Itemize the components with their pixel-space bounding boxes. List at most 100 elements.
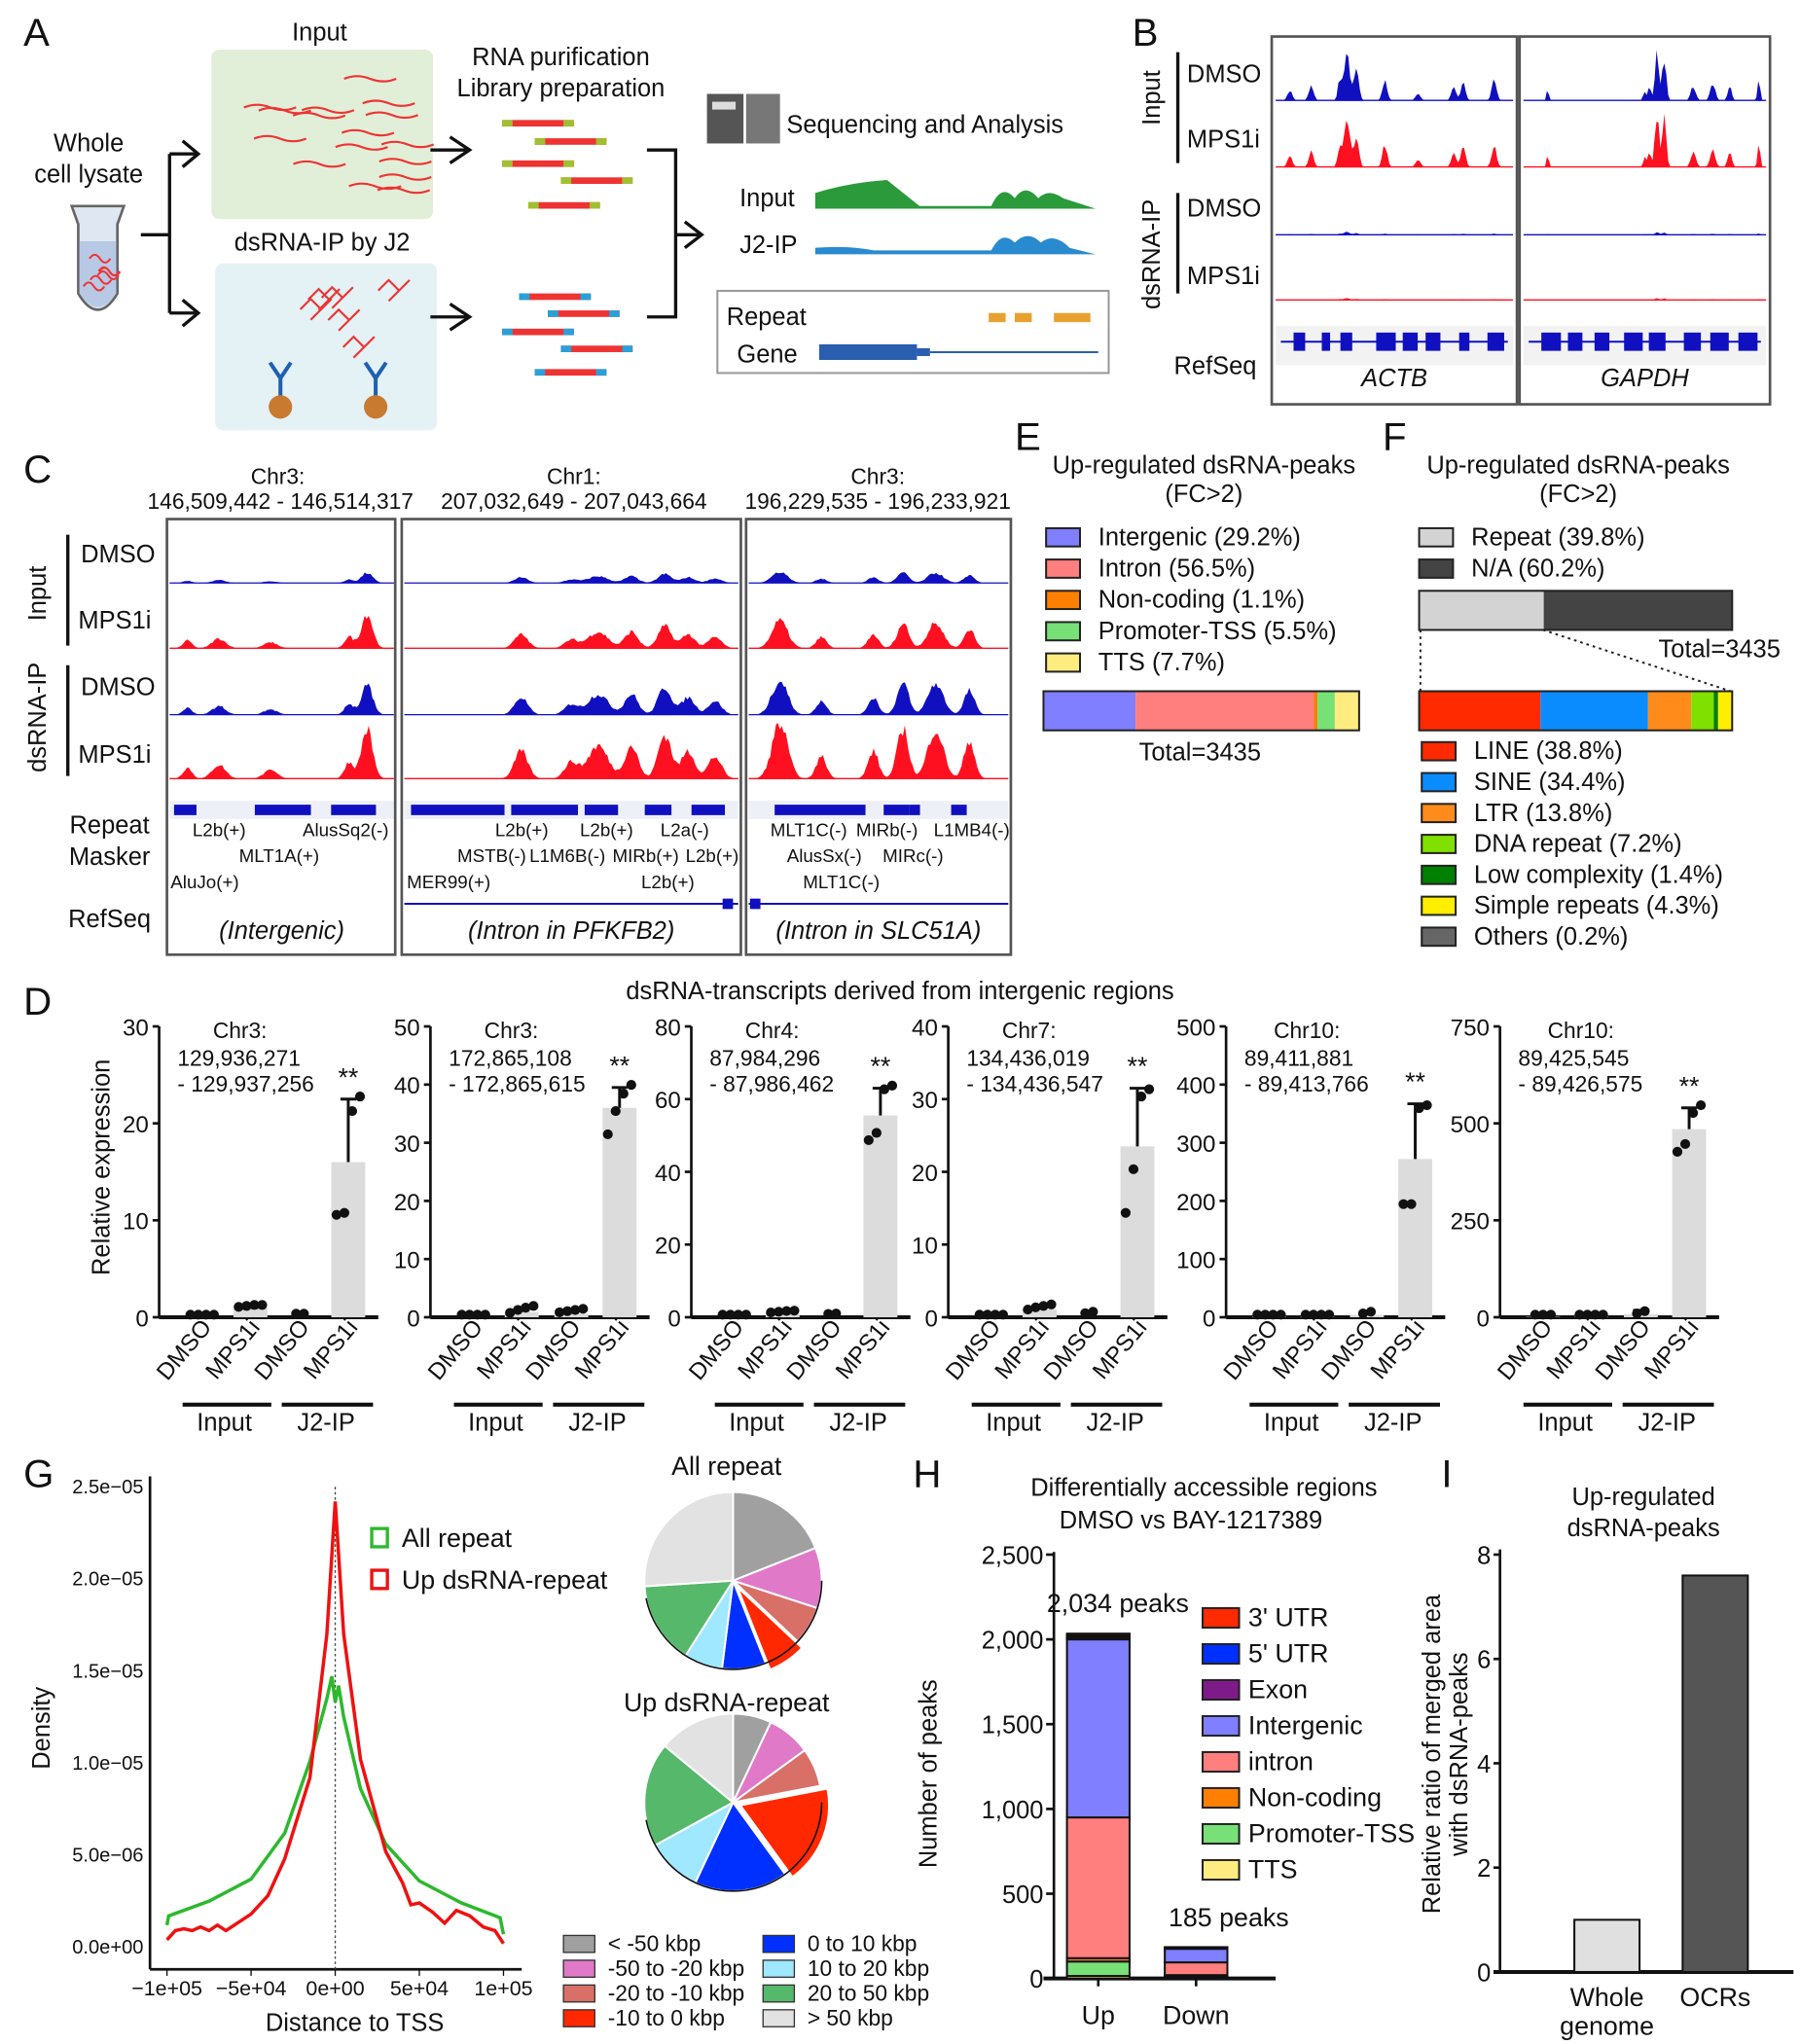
d-x-tick-label: DMSO [781,1314,846,1385]
input-label: Input [292,19,347,47]
c-track-input-dmso [748,572,1008,583]
d-y-tick-label: 80 [655,1015,681,1041]
g-y-tick-label: 2.5e−05 [72,1477,143,1498]
pie-legend-swatch [763,2010,794,2026]
panel-label-i: I [1441,1452,1452,1495]
h-legend-swatch [1203,1788,1240,1808]
legend-label: LINE (38.8%) [1474,737,1623,765]
d-data-point [1696,1100,1706,1110]
d-y-tick-label: 40 [394,1073,420,1099]
library-fragment [560,177,632,184]
f-total: Total=3435 [1659,636,1781,663]
f-repeat-bar-segment [1691,692,1713,731]
library-fragment [502,120,574,126]
h-legend-swatch [1203,1644,1240,1664]
pie-legend-swatch [563,1960,594,1977]
gene-exon [1322,333,1331,351]
adapter [590,202,600,209]
d-region-start: 134,436,019 [966,1045,1090,1070]
repeat-name: L1M6B(-) [529,845,605,866]
repeat-name: L2a(-) [661,819,709,840]
e-bar-segment [1135,692,1314,731]
adapter [560,177,571,184]
d-y-tick-label: 20 [123,1112,149,1138]
adapter [596,138,607,145]
d-data-point [1276,1309,1285,1319]
h-x-tick-label: Down [1163,2001,1230,2030]
d-y-tick-label: 0 [924,1306,937,1332]
d-region-chr: Chr7: [1002,1018,1057,1043]
track-input-dmso [1524,50,1766,100]
d-y-tick-label: 400 [1176,1073,1215,1099]
h-legend-label: Exon [1248,1675,1308,1704]
panel-label-g: G [23,1452,54,1495]
gene-exon [1294,333,1306,351]
d-data-point [1598,1309,1607,1319]
d-y-tick-label: 50 [394,1015,420,1041]
repeat-name: L2b(+) [641,872,695,892]
panel-label-c: C [23,448,52,491]
d-region-start: 172,865,108 [449,1045,572,1070]
legend-label: LTR (13.8%) [1474,800,1612,827]
track-input-mps1i [1524,114,1766,167]
d-bar [863,1116,897,1317]
repeat-name: L2b(+) [193,819,246,840]
f-repeat-bar-segment [1713,692,1717,731]
d-region-end: - 172,865,615 [449,1071,586,1096]
repeat-label: Repeat [727,304,807,331]
d-x-tick-label: MPS1i [1088,1314,1152,1384]
c-region-chr: Chr1: [547,463,601,488]
legend-label: Intergenic (29.2%) [1098,523,1301,551]
g-x-tick-label: −1e+05 [131,1977,202,2000]
d-data-point [299,1309,308,1318]
d-region-start: 87,984,296 [709,1045,820,1070]
panel-label-e: E [1015,415,1041,459]
c-region-chr: Chr3: [850,463,905,488]
legend-swatch [1420,528,1454,547]
h-bar-segment [1165,1947,1227,1948]
h-ylabel: Number of peaks [916,1679,943,1868]
input-box [211,50,433,219]
d-group-label: Input [1537,1410,1593,1437]
adapter [609,310,620,317]
f-title: Up-regulated dsRNA-peaks [1426,452,1729,480]
h-bar-segment [1067,1961,1130,1976]
i-y-tick-label: 0 [1477,1959,1491,1987]
d-data-point [998,1309,1008,1319]
panel-label-f: F [1383,415,1407,459]
track-input-mps1i [1276,121,1513,167]
repeat-name: MIRb(-) [856,819,918,840]
adapter [502,329,513,336]
c-track-ip-mps1i [748,723,1008,778]
library-fragment [502,161,574,167]
c-mps1i-ip: MPS1i [78,741,151,769]
pie-legend-swatch [763,1985,794,2001]
d-y-tick-label: 750 [1451,1015,1490,1041]
d-data-point [1366,1307,1376,1316]
h-legend-label: 5' UTR [1248,1639,1329,1668]
e-subtitle: (FC>2) [1165,481,1242,508]
f-top-bar-segment [1544,591,1733,629]
d-data-point [1688,1108,1698,1118]
d-region-start: 129,936,271 [177,1045,301,1070]
d-significance: ** [1679,1071,1700,1100]
d-data-point [257,1300,267,1309]
library-fragment [528,202,600,209]
arrow-lines [430,150,702,317]
library-fragment [520,294,592,301]
h-legend-label: TTS [1248,1855,1298,1884]
f-repeat-bar-segment [1420,692,1541,731]
gene-exon [1684,333,1702,351]
c-repeat-masker-label: Masker [69,843,151,871]
sequencing-label: Sequencing and Analysis [786,112,1063,139]
d-region-chr: Chr10: [1548,1018,1614,1043]
d-y-tick-label: 10 [394,1248,420,1274]
repeat-name: MLT1C(-) [771,819,847,840]
d-data-point [887,1081,897,1091]
d-group-label: J2-IP [829,1410,886,1437]
i-ylabel: with dsRNA-peaks [1446,1652,1473,1856]
library-prep-label: Library preparation [457,75,666,102]
f-repeat-bar-segment [1718,692,1732,731]
adapter [520,294,530,301]
b-group-dsrna: dsRNA-IP [1138,199,1166,309]
